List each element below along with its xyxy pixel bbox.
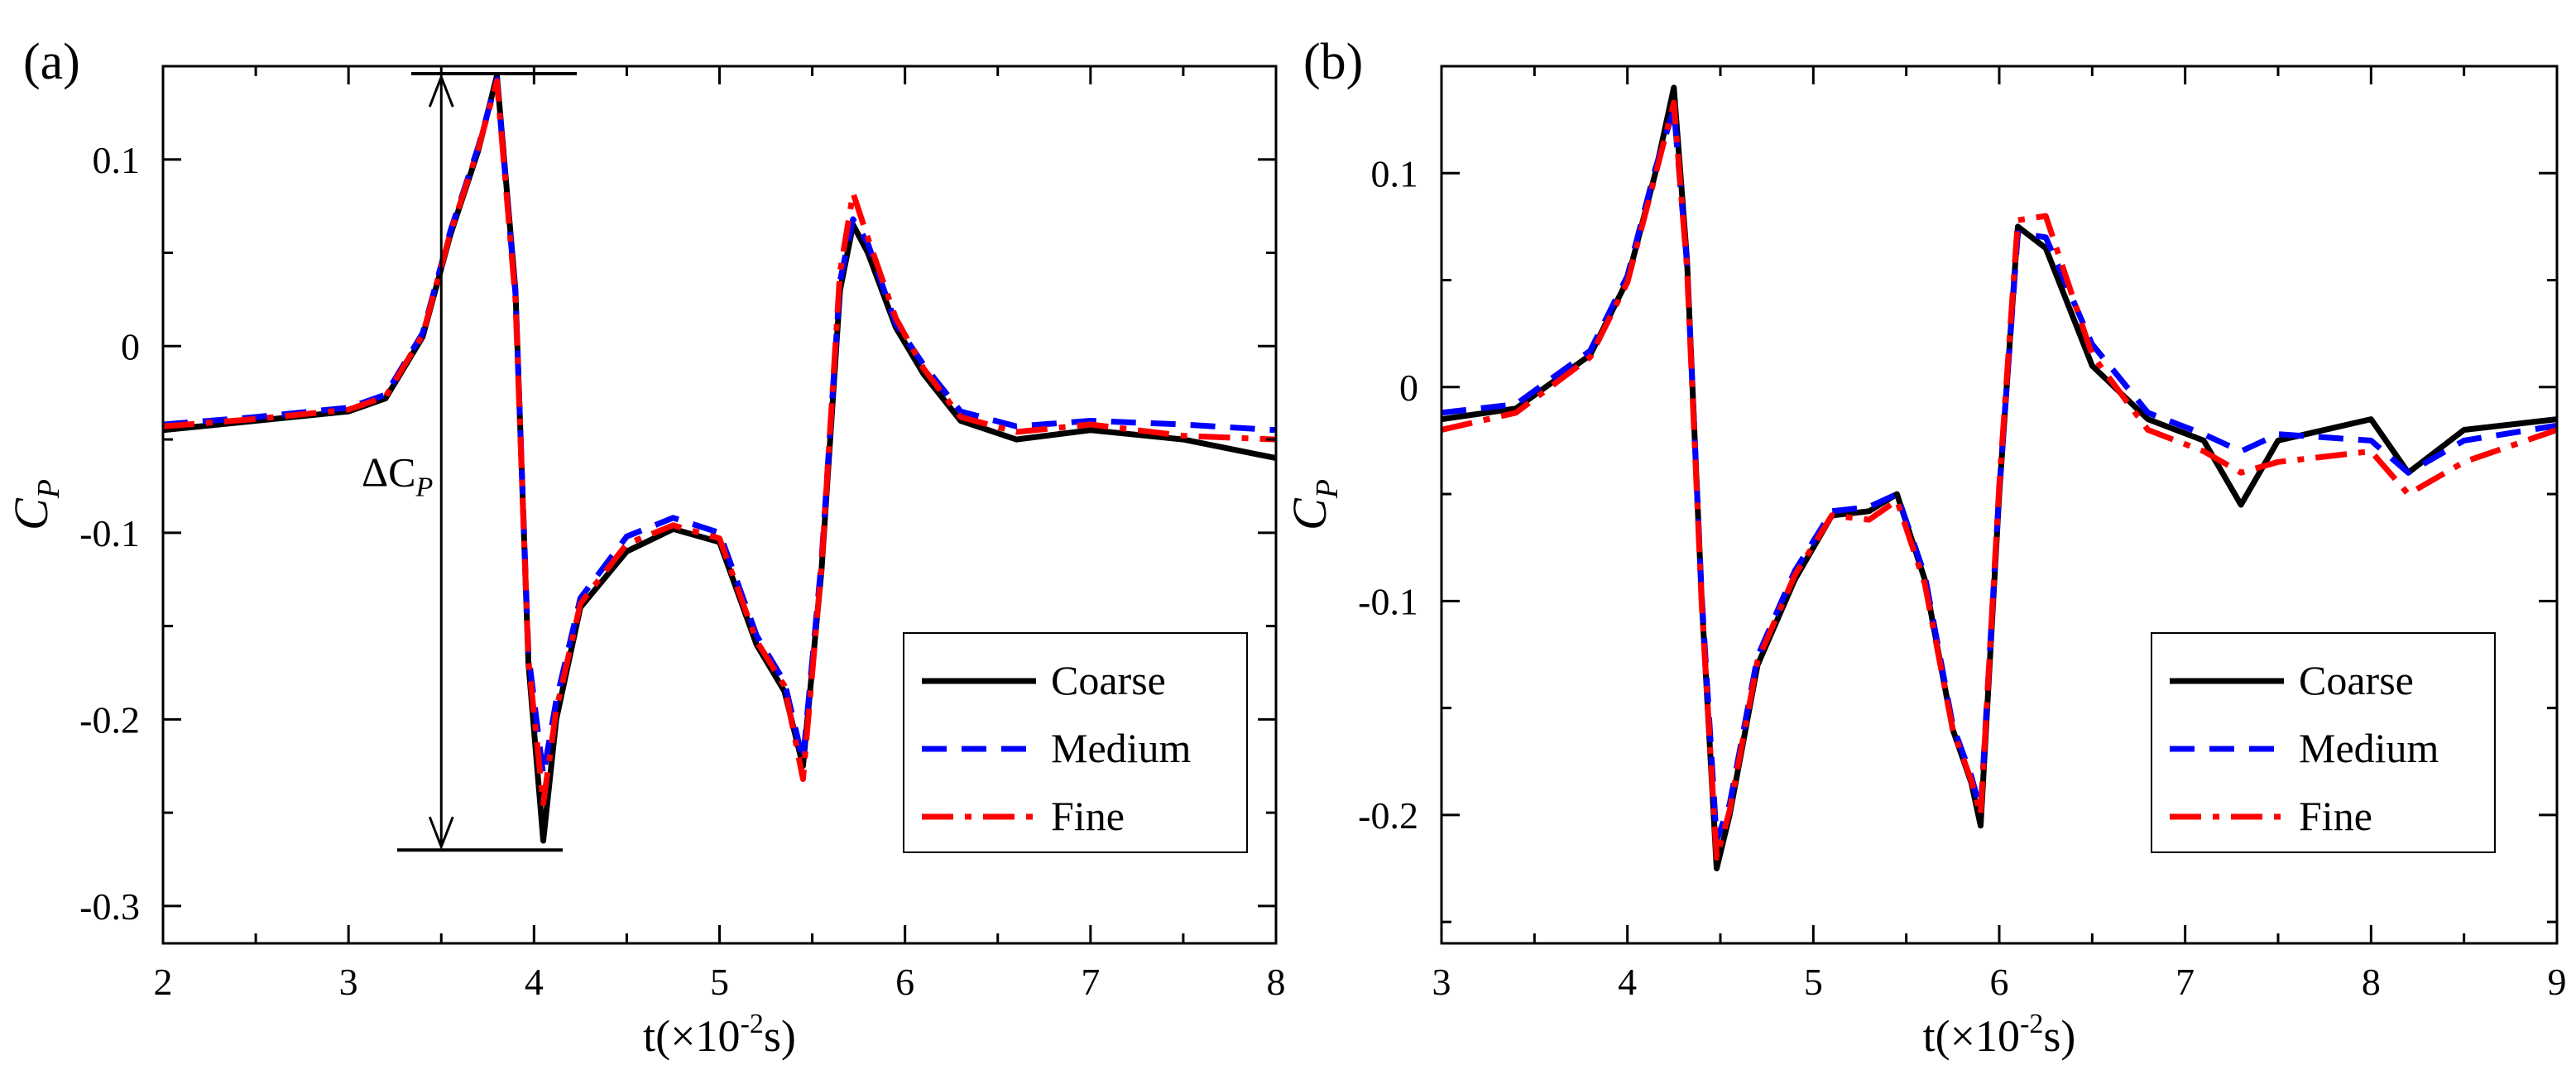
x-tick-label: 8 xyxy=(2362,961,2381,1003)
x-tick-label: 3 xyxy=(1432,961,1451,1003)
x-tick-label: 6 xyxy=(895,961,914,1003)
y-tick-label: 0.1 xyxy=(93,139,141,181)
x-tick-label: 4 xyxy=(1618,961,1637,1003)
annotation-arrowhead-down xyxy=(428,816,454,851)
x-tick-label: 8 xyxy=(1267,961,1286,1003)
x-axis-label: t(×10-2s) xyxy=(643,1009,796,1061)
y-tick-label: -0.1 xyxy=(1358,580,1418,622)
legend-box xyxy=(903,632,1248,853)
legend-label-medium: Medium xyxy=(2299,725,2439,771)
series-line-fine xyxy=(1442,99,2557,861)
x-axis-label: t(×10-2s) xyxy=(1923,1009,2076,1061)
x-tick-label: 7 xyxy=(1081,961,1100,1003)
panel-label: (b) xyxy=(1303,34,1363,90)
x-tick-label: 7 xyxy=(2175,961,2195,1003)
annotation-label: ΔCP xyxy=(362,448,433,502)
x-tick-label: 2 xyxy=(154,961,173,1003)
y-tick-label: 0 xyxy=(121,325,140,367)
y-tick-label: -0.3 xyxy=(79,885,140,928)
y-tick-label: 0 xyxy=(1399,367,1418,409)
y-axis-label: CP xyxy=(1283,479,1345,530)
y-tick-label: 0.1 xyxy=(1371,152,1419,194)
x-tick-label: 4 xyxy=(525,961,544,1003)
legend-label-coarse: Coarse xyxy=(2299,657,2414,703)
y-tick-label: -0.1 xyxy=(79,512,140,554)
y-tick-label: -0.2 xyxy=(1358,794,1418,837)
y-axis-label: CP xyxy=(4,479,66,530)
legend-box xyxy=(2151,632,2496,853)
x-tick-label: 9 xyxy=(2548,961,2567,1003)
legend-label-fine: Fine xyxy=(2299,793,2372,839)
panel-label: (a) xyxy=(23,34,80,90)
series-line-fine xyxy=(163,78,1276,807)
legend-label-medium: Medium xyxy=(1051,725,1192,771)
series-line-medium xyxy=(163,76,1276,779)
annotation-arrowhead-up xyxy=(428,73,454,108)
x-tick-label: 5 xyxy=(1804,961,1823,1003)
x-tick-label: 5 xyxy=(710,961,729,1003)
x-tick-label: 6 xyxy=(1990,961,2009,1003)
x-tick-label: 3 xyxy=(339,961,358,1003)
legend-label-fine: Fine xyxy=(1051,793,1125,839)
y-tick-label: -0.2 xyxy=(79,698,140,741)
chart-panel-a: 2 3 4 5 6 7 8 0.1 0 -0.1 -0.2 -0.3 t(×10-2s) CP (a) Coa… xyxy=(4,34,1286,1061)
legend-label-coarse: Coarse xyxy=(1051,657,1166,703)
chart-panel-b: 3 4 5 6 7 8 9 0.1 0 -0.1 -0.2 t(×10-2s) CP (b) Coarse M… xyxy=(1283,34,2567,1061)
